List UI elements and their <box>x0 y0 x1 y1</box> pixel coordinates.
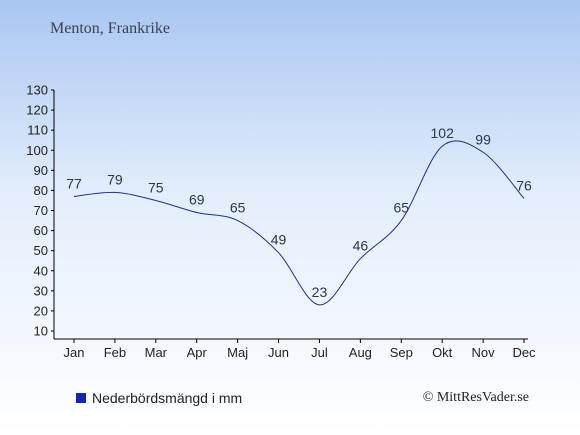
x-tick-label: Mar <box>145 345 168 360</box>
x-tick-label: Aug <box>349 345 372 360</box>
x-tick-label: Nov <box>472 345 496 360</box>
data-label: 69 <box>189 192 205 208</box>
x-tick-label: Apr <box>187 345 208 360</box>
data-labels: 77 79 75 69 65 49 23 46 65 102 99 76 <box>66 125 532 300</box>
chart-title: Menton, Frankrike <box>50 20 170 37</box>
y-tick-label: 110 <box>27 123 48 138</box>
data-label: 75 <box>148 179 164 195</box>
x-tick-label: Jul <box>311 345 328 360</box>
data-label: 77 <box>66 175 82 191</box>
y-tick-label: 130 <box>26 83 48 98</box>
y-tick-label: 20 <box>34 303 48 318</box>
y-tick-label: 90 <box>34 163 48 178</box>
data-label: 76 <box>516 177 532 193</box>
x-tick-label: Jan <box>64 345 85 360</box>
data-label: 99 <box>475 131 491 147</box>
x-tick-label: Dec <box>512 345 536 360</box>
y-tick-label: 100 <box>26 143 48 158</box>
axes <box>53 90 528 340</box>
data-label: 65 <box>393 200 409 216</box>
x-tick-label: Okt <box>432 345 453 360</box>
y-tick-label: 60 <box>34 223 48 238</box>
precipitation-line <box>73 140 525 306</box>
data-label: 102 <box>431 125 455 141</box>
x-axis-ticks: Jan Feb Mar Apr Maj Jun Jul Aug Sep Okt Nov Dec <box>64 339 536 360</box>
y-axis-ticks: 10 20 30 40 50 60 70 80 90 100 110 120 130 <box>26 83 54 339</box>
y-tick-label: 50 <box>34 243 48 258</box>
legend: Nederbördsmängd i mm <box>76 390 242 406</box>
y-tick-label: 80 <box>34 183 48 198</box>
legend-label: Nederbördsmängd i mm <box>92 390 243 406</box>
x-tick-label: Feb <box>104 345 126 360</box>
data-label: 79 <box>107 171 123 187</box>
y-tick-label: 40 <box>34 263 48 278</box>
y-tick-label: 120 <box>26 103 48 118</box>
y-tick-label: 30 <box>34 283 48 298</box>
data-label: 65 <box>230 200 246 216</box>
x-tick-label: Sep <box>390 345 413 360</box>
credit-text: © MittResVader.se <box>422 390 529 405</box>
legend-swatch <box>76 393 86 403</box>
data-label: 23 <box>312 284 328 300</box>
data-label: 46 <box>353 238 369 254</box>
y-tick-label: 10 <box>34 324 48 339</box>
x-tick-label: Jun <box>268 345 289 360</box>
y-tick-label: 70 <box>34 203 48 218</box>
x-tick-label: Maj <box>227 345 248 360</box>
data-label: 49 <box>271 232 287 248</box>
